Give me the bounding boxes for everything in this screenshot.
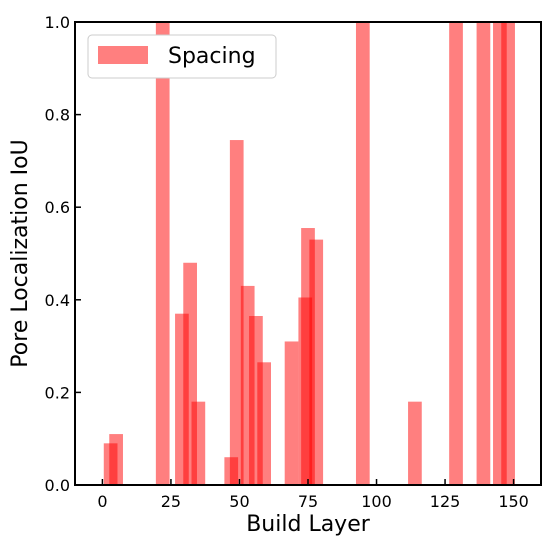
x-tick-label: 125 (430, 492, 461, 511)
bar (476, 22, 491, 485)
legend-swatch (98, 46, 148, 64)
y-tick-label: 0.0 (45, 476, 70, 495)
bar (355, 22, 370, 485)
y-tick-label: 0.8 (45, 106, 70, 125)
bar (501, 22, 515, 485)
x-tick-label: 100 (361, 492, 392, 511)
y-tick-label: 0.2 (45, 383, 70, 402)
x-tick-label: 0 (97, 492, 107, 511)
y-axis-title: Pore Localization IoU (8, 139, 33, 367)
y-tick-label: 1.0 (45, 13, 70, 32)
bar (155, 22, 170, 485)
y-tick-label: 0.4 (45, 291, 70, 310)
bar (449, 22, 463, 485)
legend-box (87, 34, 277, 79)
bar (309, 239, 324, 485)
x-axis-title: Build Layer (246, 512, 371, 537)
x-tick-label: 25 (161, 492, 181, 511)
bar (191, 401, 206, 485)
bar (109, 434, 123, 485)
x-tick-label: 150 (498, 492, 529, 511)
plot-frame (74, 21, 542, 486)
bars-layer (103, 22, 515, 485)
x-tick-label: 75 (298, 492, 318, 511)
legend: Spacing (87, 34, 277, 79)
bar (229, 140, 244, 485)
x-tick-label: 50 (229, 492, 249, 511)
y-tick-label: 0.6 (45, 198, 70, 217)
legend-label: Spacing (168, 44, 256, 69)
bar (284, 341, 299, 485)
ticks-layer: 0 25 50 75 100 125 150 0.0 0.2 0.4 0.6 0.8 1.0 (45, 13, 529, 511)
bar (408, 401, 422, 485)
bar (257, 362, 271, 485)
